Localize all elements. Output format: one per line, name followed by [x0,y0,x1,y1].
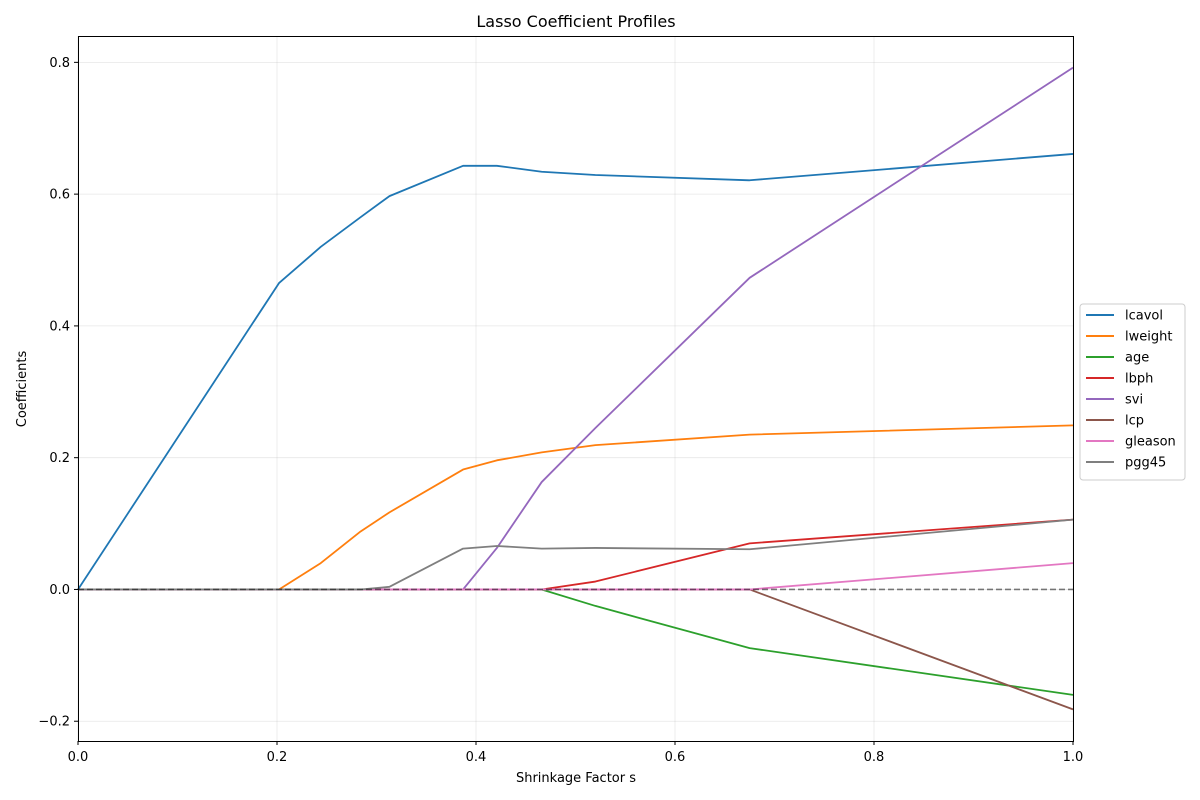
x-tick-label-5: 1.0 [1063,750,1084,765]
x-tick-label-2: 0.4 [466,750,487,765]
tick-layer: 0.0 0.2 0.4 0.6 0.8 1.0 −0.2 0.0 0.2 0.4 0.6 0.8 [38,56,1083,765]
x-tick-label-1: 0.2 [267,750,288,765]
series-line-lweight [78,424,1074,591]
series-line-lcp [78,588,1074,711]
y-tick-label-2: 0.2 [49,451,70,466]
y-tick-label-4: 0.6 [49,188,70,203]
x-tick-label-4: 0.8 [864,750,885,765]
legend-label-lweight: lweight [1125,330,1172,345]
legend-box [1079,303,1186,481]
y-axis-label: Coefficients [15,351,30,428]
series-line-gleason [78,562,1074,591]
y-tick-label-5: 0.8 [49,56,70,71]
plot-frame [78,36,1074,742]
legend-label-lcavol: lcavol [1125,309,1163,324]
grid-layer [77,36,1074,741]
series-line-lcavol [77,153,1074,590]
legend: lcavol lweight age lbph svi lcp gleason pgg45 [1079,303,1186,481]
series-line-svi [78,66,1074,591]
legend-label-svi: svi [1125,393,1143,408]
series-line-lbph [78,518,1074,591]
x-axis-label: Shrinkage Factor s [516,771,636,786]
legend-label-age: age [1125,351,1149,366]
x-tick-label-0: 0.0 [68,750,89,765]
x-tick-label-3: 0.6 [665,750,686,765]
legend-label-pgg45: pgg45 [1125,456,1166,471]
series-line-age [78,588,1074,696]
legend-label-lbph: lbph [1125,372,1153,387]
series-layer [77,66,1074,711]
legend-label-lcp: lcp [1125,414,1144,429]
chart-title: Lasso Coefficient Profiles [476,12,675,31]
y-tick-label-0: −0.2 [38,715,70,730]
legend-label-gleason: gleason [1125,435,1176,450]
y-tick-label-3: 0.4 [49,319,70,334]
y-tick-label-1: 0.0 [49,583,70,598]
